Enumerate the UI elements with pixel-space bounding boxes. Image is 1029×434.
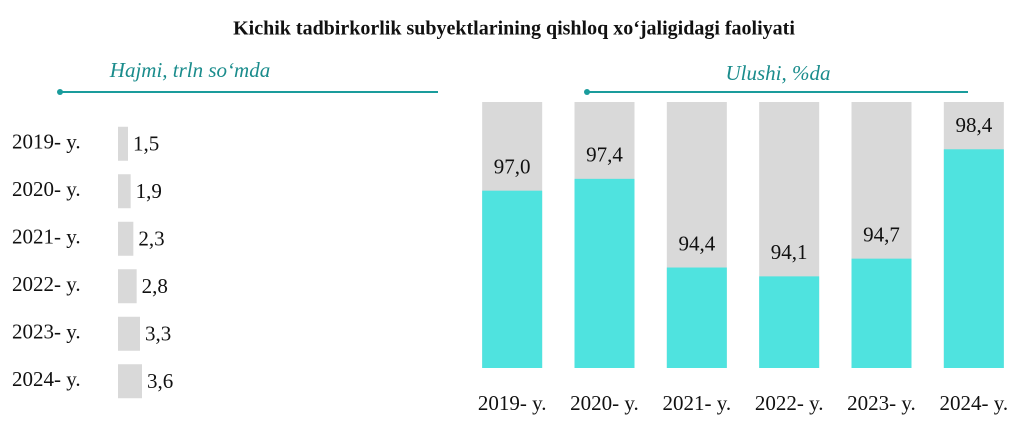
value-label: 2,8 [142,274,168,298]
x-tick-label: 2020- y. [570,391,639,415]
y-tick-label: 2021- y. [12,225,81,249]
y-tick-label: 2023- y. [12,320,81,344]
value-label: 94,1 [771,240,808,264]
value-label: 3,3 [145,322,171,346]
y-tick-label: 2019- y. [12,130,81,154]
value-label: 97,0 [494,154,531,178]
value-label: 1,9 [136,179,162,203]
chart-title: Kichik tadbirkorlik subyektlarining qish… [233,18,795,40]
bar [851,258,912,368]
subtitle: Hajmi, trln so‘mda [109,58,270,82]
x-tick-label: 2024- y. [940,391,1009,415]
value-label: 94,4 [678,231,715,255]
bar [482,190,543,368]
subtitle: Ulushi, %da [726,61,831,85]
bar [118,126,128,161]
arrow-head [584,89,590,95]
x-tick-label: 2023- y. [847,391,916,415]
bar [118,174,131,209]
y-tick-label: 2022- y. [12,272,81,296]
bar [574,178,635,368]
value-label: 94,7 [863,222,900,246]
bar [118,364,142,399]
arrow-head [57,89,63,95]
x-tick-label: 2022- y. [755,391,824,415]
value-label: 97,4 [586,143,623,167]
x-tick-label: 2019- y. [478,391,547,415]
y-tick-label: 2024- y. [12,367,81,391]
bar [666,267,727,368]
bar [118,269,137,304]
bar [118,221,134,256]
bar [118,316,140,351]
x-tick-label: 2021- y. [663,391,732,415]
bar [759,276,820,368]
value-label: 2,3 [138,227,164,251]
value-label: 98,4 [955,113,992,137]
value-label: 1,5 [133,132,159,156]
value-label: 3,6 [147,369,173,393]
y-tick-label: 2020- y. [12,177,81,201]
bar [943,149,1004,368]
